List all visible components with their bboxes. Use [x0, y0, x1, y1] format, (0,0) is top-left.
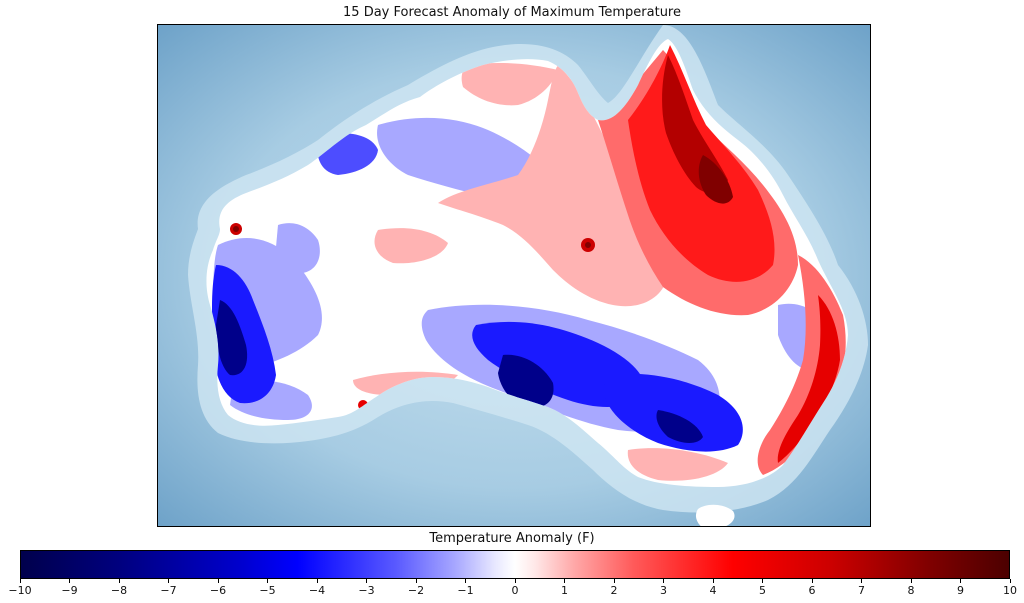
- colorbar-tick-label: 4: [698, 579, 728, 597]
- colorbar-label: Temperature Anomaly (F): [429, 531, 595, 546]
- colorbar-tick-label: 10: [995, 579, 1024, 597]
- colorbar-tick-label: 1: [550, 579, 580, 597]
- colorbar-tick-label: 6: [797, 579, 827, 597]
- colorbar-tick-label: 8: [896, 579, 926, 597]
- colorbar-tick-label: −3: [352, 579, 382, 597]
- map-panel: [157, 24, 871, 527]
- australia-anomaly-map: [158, 25, 870, 526]
- colorbar-tick-label: 9: [946, 579, 976, 597]
- colorbar-tick-label: −10: [5, 579, 35, 597]
- colorbar-tick-label: −7: [154, 579, 184, 597]
- colorbar-tick-label: 3: [649, 579, 679, 597]
- colorbar: [20, 550, 1010, 579]
- colorbar-tick-label: −5: [253, 579, 283, 597]
- colorbar-tick-label: −6: [203, 579, 233, 597]
- colorbar-tick-label: 7: [847, 579, 877, 597]
- colorbar-tick-label: −8: [104, 579, 134, 597]
- colorbar-tick-label: −2: [401, 579, 431, 597]
- colorbar-tick-label: −1: [451, 579, 481, 597]
- colorbar-tick-label: 2: [599, 579, 629, 597]
- colorbar-tick-label: −9: [55, 579, 85, 597]
- map-title: 15 Day Forecast Anomaly of Maximum Tempe…: [343, 5, 681, 20]
- colorbar-tick-label: 5: [748, 579, 778, 597]
- tasmania: [695, 504, 735, 526]
- colorbar-tick-label: 0: [500, 579, 530, 597]
- colorbar-ticks: −10 −9 −8 −7 −6 −5 −4 −3 −2 −1 0 1 2 3 4 5 6 7 8 9 10: [8, 579, 1017, 603]
- colorbar-tick-label: −4: [302, 579, 332, 597]
